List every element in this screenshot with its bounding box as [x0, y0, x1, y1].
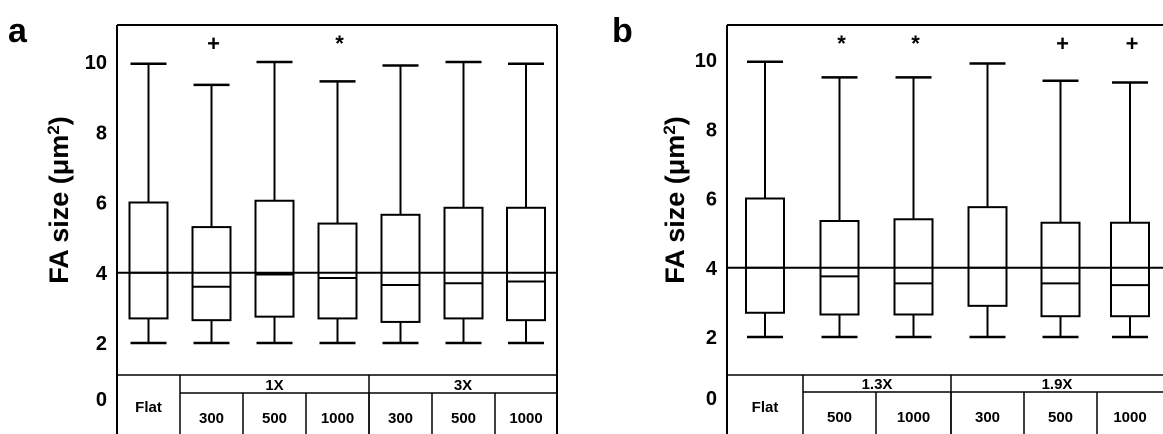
- y-axis-label-main: FA size (μm: [44, 135, 74, 284]
- y-tick-label: 10: [85, 52, 107, 74]
- category-label: 300: [388, 410, 413, 427]
- box-iqr: [745, 197, 785, 314]
- y-tick-label: 10: [695, 50, 717, 72]
- y-axis-label-sup: 2: [660, 125, 679, 134]
- category-label: 1000: [897, 409, 930, 426]
- y-axis-label-close: ): [44, 116, 74, 125]
- y-axis-label: FA size (μm2): [44, 116, 75, 284]
- category-label: 500: [451, 410, 476, 427]
- y-tick-label: 6: [706, 189, 717, 211]
- y-tick-label: 4: [96, 263, 108, 285]
- box-iqr: [254, 199, 295, 318]
- category-label: 500: [1048, 409, 1073, 426]
- significance-marker: +: [1056, 31, 1069, 56]
- category-label: 300: [199, 410, 224, 427]
- y-tick-label: 8: [96, 122, 107, 144]
- box-iqr: [443, 206, 484, 320]
- y-tick-label: 0: [96, 389, 107, 411]
- group-label: 3X: [454, 377, 472, 394]
- group-label: Flat: [752, 399, 779, 416]
- y-tick-label: 2: [706, 327, 717, 349]
- group-label: 1X: [265, 377, 283, 394]
- category-label: 500: [827, 409, 852, 426]
- category-label: 500: [262, 410, 287, 427]
- y-axis-label-sup: 2: [44, 125, 63, 134]
- significance-marker: *: [837, 31, 846, 56]
- box-iqr: [967, 206, 1008, 307]
- y-tick-label: 8: [706, 119, 717, 141]
- box-iqr: [1110, 221, 1150, 318]
- category-label: 300: [975, 409, 1000, 426]
- y-axis-label-close: ): [660, 116, 690, 125]
- box-iqr: [1040, 221, 1081, 318]
- y-tick-label: 4: [706, 258, 718, 280]
- category-label: 1000: [1113, 409, 1146, 426]
- panel-letter: b: [612, 12, 633, 50]
- box-iqr: [128, 201, 169, 320]
- significance-marker: +: [207, 31, 220, 56]
- group-label: 1.3X: [862, 376, 893, 393]
- box-iqr: [317, 222, 358, 320]
- y-tick-label: 2: [96, 333, 107, 355]
- significance-marker: *: [911, 31, 920, 56]
- group-label: Flat: [135, 399, 162, 416]
- group-label: 1.9X: [1042, 376, 1073, 393]
- category-label: 1000: [509, 410, 542, 427]
- y-axis-label-main: FA size (μm: [660, 135, 690, 284]
- y-axis-label: FA size (μm2): [660, 116, 691, 284]
- box-iqr: [506, 206, 546, 322]
- significance-marker: *: [335, 31, 344, 56]
- significance-marker: +: [1126, 31, 1139, 56]
- y-tick-label: 0: [706, 388, 717, 410]
- y-tick-label: 6: [96, 193, 107, 215]
- category-label: 1000: [321, 410, 354, 427]
- panel-letter: a: [8, 12, 28, 50]
- box-iqr: [380, 213, 421, 323]
